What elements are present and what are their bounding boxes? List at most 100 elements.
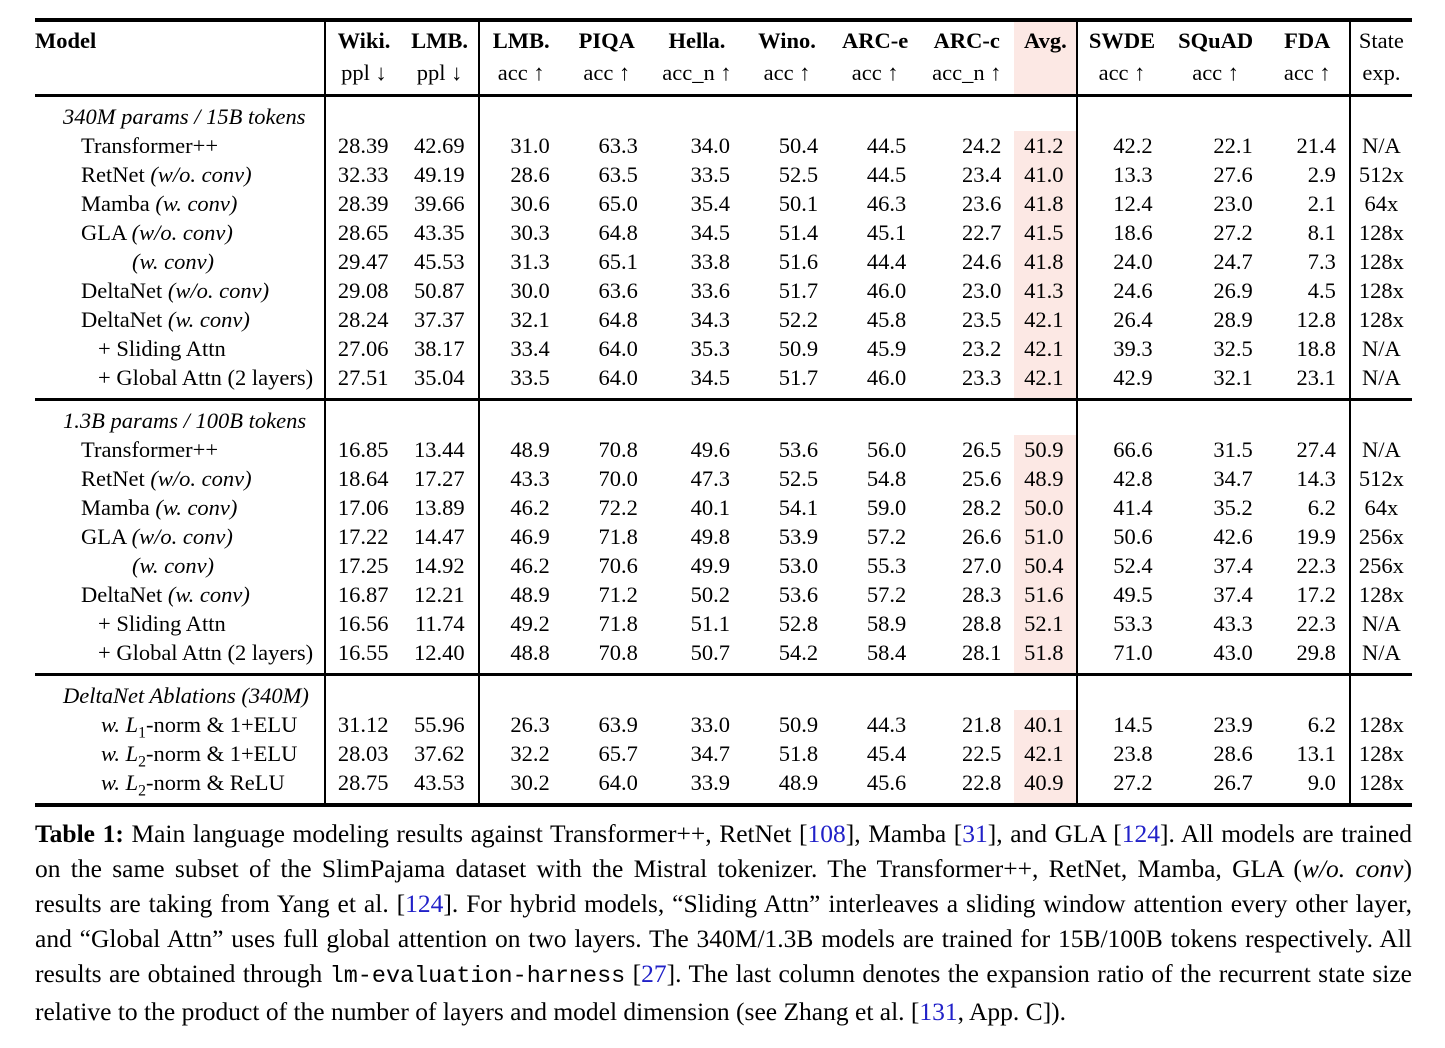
- empty-cell: [1266, 96, 1350, 132]
- text-segment: w.: [101, 770, 126, 795]
- citation-link[interactable]: 131: [919, 997, 958, 1026]
- cell-arc-e: 58.4: [866, 640, 907, 665]
- citation-link[interactable]: 31: [962, 819, 988, 848]
- cell-wiki: 16.55: [324, 638, 402, 675]
- table-row: GLA (w/o. conv) 17.22 14.47 46.9 71.8 49.8 53.…: [35, 522, 1412, 551]
- cell-lmb-ppl: 42.69: [414, 133, 465, 158]
- citation-link[interactable]: 27: [641, 959, 667, 988]
- cell-piqa: 65.0: [598, 191, 638, 216]
- empty-cell: [402, 675, 479, 711]
- empty-cell: [324, 95, 402, 131]
- cell-piqa: 63.3: [598, 133, 638, 158]
- cell-arc-c: 23.3: [961, 365, 1002, 390]
- empty-cell: [1076, 674, 1166, 710]
- cell-lmb-acc: 43.3: [477, 464, 563, 493]
- cell-piqa: 64.8: [598, 307, 638, 332]
- column-subheader-avg: [1014, 57, 1078, 96]
- cell-fda: 8.1: [1307, 220, 1336, 245]
- cell-swde: 66.6: [1076, 435, 1166, 464]
- cell-lmb-acc: 31.0: [477, 131, 563, 160]
- row-label: (w. conv): [35, 247, 325, 276]
- cell-piqa: 70.0: [598, 466, 638, 491]
- cell-squad: 23.9: [1213, 712, 1253, 737]
- text-segment: , App. C]).: [957, 997, 1067, 1026]
- cell-state: 256x: [1348, 551, 1412, 580]
- cell-fda: 22.3: [1296, 611, 1336, 636]
- cell-fda: 22.3: [1296, 553, 1336, 578]
- empty-cell: [402, 400, 479, 436]
- cell-avg: 41.5: [1014, 218, 1078, 247]
- cell-wino: 54.2: [778, 640, 819, 665]
- cell-swde: 27.2: [1076, 768, 1166, 805]
- text-segment: -norm & ReLU: [145, 770, 285, 795]
- empty-cell: [919, 400, 1014, 436]
- cell-avg: 50.4: [1014, 551, 1078, 580]
- text-segment: RetNet: [81, 162, 151, 187]
- citation-link[interactable]: 124: [405, 889, 444, 918]
- cell-arc-c: 21.8: [961, 712, 1002, 737]
- cell-swde: 42.9: [1076, 363, 1166, 400]
- citation-link[interactable]: 108: [807, 819, 846, 848]
- cell-lmb-ppl: 13.89: [414, 495, 465, 520]
- cell-lmb-ppl: 13.44: [414, 437, 465, 462]
- cell-lmb-acc: 46.2: [477, 551, 563, 580]
- results-table: Model Wiki. LMB. LMB. PIQA Hella. Wino. ARC-e AR…: [35, 18, 1412, 807]
- cell-arc-c: 28.1: [961, 640, 1002, 665]
- cell-arc-e: 57.2: [866, 582, 907, 607]
- cell-lmb-ppl: 45.53: [414, 249, 465, 274]
- cell-fda: 2.9: [1307, 162, 1336, 187]
- cell-lmb-ppl: 39.66: [414, 191, 465, 216]
- citation-link[interactable]: 124: [1121, 819, 1160, 848]
- cell-piqa: 63.6: [598, 278, 638, 303]
- cell-state: 64x: [1348, 493, 1412, 522]
- cell-arc-e: 54.8: [866, 466, 907, 491]
- cell-fda: 29.8: [1296, 640, 1336, 665]
- cell-avg: 51.6: [1014, 580, 1078, 609]
- cell-arc-e: 46.0: [866, 365, 907, 390]
- text-segment: DeltaNet: [81, 278, 168, 303]
- cell-swde: 50.6: [1076, 522, 1166, 551]
- cell-lmb-acc: 33.4: [477, 334, 563, 363]
- cell-wino: 51.6: [778, 249, 819, 274]
- cell-lmb-acc: 32.1: [477, 305, 563, 334]
- cell-piqa: 72.2: [598, 495, 638, 520]
- text-segment: ]. The last column denotes the expansion…: [35, 959, 1413, 1026]
- cell-avg: 40.9: [1014, 768, 1078, 805]
- cell-arc-c: 23.0: [961, 278, 1002, 303]
- column-subheader-hella: acc_n ↑: [662, 60, 732, 85]
- cell-arc-c: 22.7: [961, 220, 1002, 245]
- cell-lmb-ppl: 12.40: [414, 640, 465, 665]
- empty-cell: [831, 675, 919, 711]
- cell-arc-c: 28.3: [961, 582, 1002, 607]
- text-segment: ) results are taking from Yang et al. [: [35, 854, 1413, 918]
- text-segment: (w/o. conv): [150, 466, 252, 491]
- cell-arc-c: 23.5: [961, 307, 1002, 332]
- cell-avg: 52.1: [1014, 609, 1078, 638]
- text-segment: (w. conv): [167, 582, 250, 607]
- text-segment: ]. For hybrid models, “Sliding Attn” int…: [35, 889, 1412, 988]
- table-row: + Global Attn (2 layers) 27.51 35.04 33.5 64…: [35, 363, 1412, 400]
- section-header-row: DeltaNet Ablations (340M): [35, 674, 1412, 711]
- cell-lmb-acc: 30.3: [477, 218, 563, 247]
- cell-arc-e: 56.0: [866, 437, 907, 462]
- column-header-squad: SQuAD: [1178, 28, 1254, 53]
- text-segment: -norm & 1+ELU: [145, 741, 298, 766]
- empty-cell: [651, 675, 743, 711]
- cell-lmb-acc: 31.3: [477, 247, 563, 276]
- cell-hella: 33.0: [690, 712, 730, 737]
- cell-piqa: 63.9: [598, 712, 638, 737]
- cell-swde: 13.3: [1076, 160, 1166, 189]
- cell-state: 128x: [1348, 218, 1412, 247]
- table-row: Transformer++ 16.85 13.44 48.9 70.8 49.6 53.6 5…: [35, 435, 1412, 464]
- text-segment: [: [625, 959, 642, 988]
- cell-avg: 40.1: [1014, 710, 1078, 739]
- table-row: GLA (w/o. conv) 28.65 43.35 30.3 64.8 34.5 51.…: [35, 218, 1412, 247]
- cell-wiki: 28.03: [324, 739, 402, 768]
- text-segment: DeltaNet Ablations (340M): [63, 683, 309, 708]
- table-row: w. L2-norm & 1+ELU 28.03 37.62 32.2 65.7 34.7…: [35, 739, 1412, 768]
- cell-arc-c: 23.4: [961, 162, 1002, 187]
- text-segment: -norm & 1+ELU: [145, 712, 298, 737]
- column-subheader-arc-e: acc ↑: [851, 60, 899, 85]
- cell-fda: 4.5: [1307, 278, 1336, 303]
- text-segment: (w/o. conv): [150, 162, 252, 187]
